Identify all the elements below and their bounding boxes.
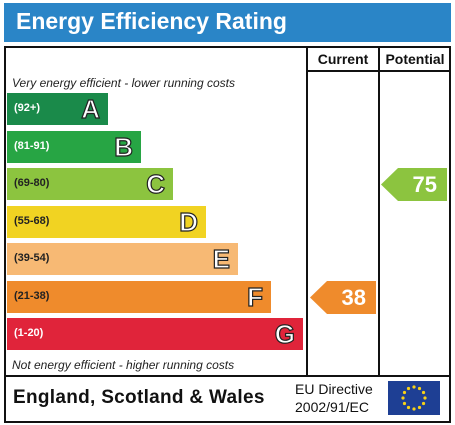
chart-frame (4, 46, 451, 423)
band-range-b: (81-91) (14, 140, 50, 152)
flag-star (406, 386, 411, 391)
directive-line-1: EU Directive (295, 381, 373, 397)
flag-star (412, 407, 416, 411)
note-efficient: Very energy efficient - lower running co… (12, 76, 235, 90)
column-header-current: Current (317, 51, 369, 67)
rating-value-potential: 75 (412, 172, 437, 197)
flag-star (421, 390, 426, 395)
flag-star (402, 390, 407, 395)
flag-star (417, 405, 422, 410)
band-d: (55-68) D (7, 206, 206, 238)
flag-star (402, 401, 407, 406)
band-c: (69-80) C (7, 168, 173, 200)
chart-header: Energy Efficiency Rating (4, 3, 451, 42)
chart-title: Energy Efficiency Rating (16, 8, 287, 34)
flag-star (406, 405, 411, 410)
band-range-a: (92+) (14, 102, 40, 114)
rating-value-current: 38 (341, 285, 366, 310)
column-header-divider (306, 70, 449, 72)
eu-flag-icon (388, 381, 440, 415)
band-range-g: (1-20) (14, 327, 44, 339)
flag-star (421, 401, 426, 406)
band-e: (39-54) E (7, 243, 238, 275)
band-letter-b: B (114, 131, 134, 162)
directive-line-2: 2002/91/EC (295, 399, 369, 415)
band-b: (81-91) B (7, 131, 141, 163)
band-letter-d: D (179, 206, 199, 237)
band-letter-g: G (274, 318, 295, 349)
divider-potential (378, 46, 380, 375)
footer-divider (4, 375, 451, 377)
band-range-d: (55-68) (14, 215, 50, 227)
band-g: (1-20) G (7, 318, 303, 350)
footer-region: England, Scotland & Wales (13, 387, 265, 408)
band-letter-f: F (247, 281, 264, 312)
band-letter-a: A (81, 93, 101, 124)
band-letter-c: C (146, 168, 166, 199)
band-range-f: (21-38) (14, 290, 50, 302)
flag-star (417, 386, 422, 391)
flag-star (412, 385, 416, 389)
band-range-c: (69-80) (14, 177, 50, 189)
note-inefficient: Not energy efficient - higher running co… (12, 358, 235, 372)
flag-star (401, 396, 405, 400)
band-f: (21-38) F (7, 281, 271, 313)
column-header-potential: Potential (385, 51, 445, 67)
band-letter-e: E (212, 243, 231, 274)
flag-star (423, 396, 427, 400)
band-a: (92+) A (7, 93, 108, 125)
band-range-e: (39-54) (14, 252, 50, 264)
divider-current (306, 46, 308, 375)
